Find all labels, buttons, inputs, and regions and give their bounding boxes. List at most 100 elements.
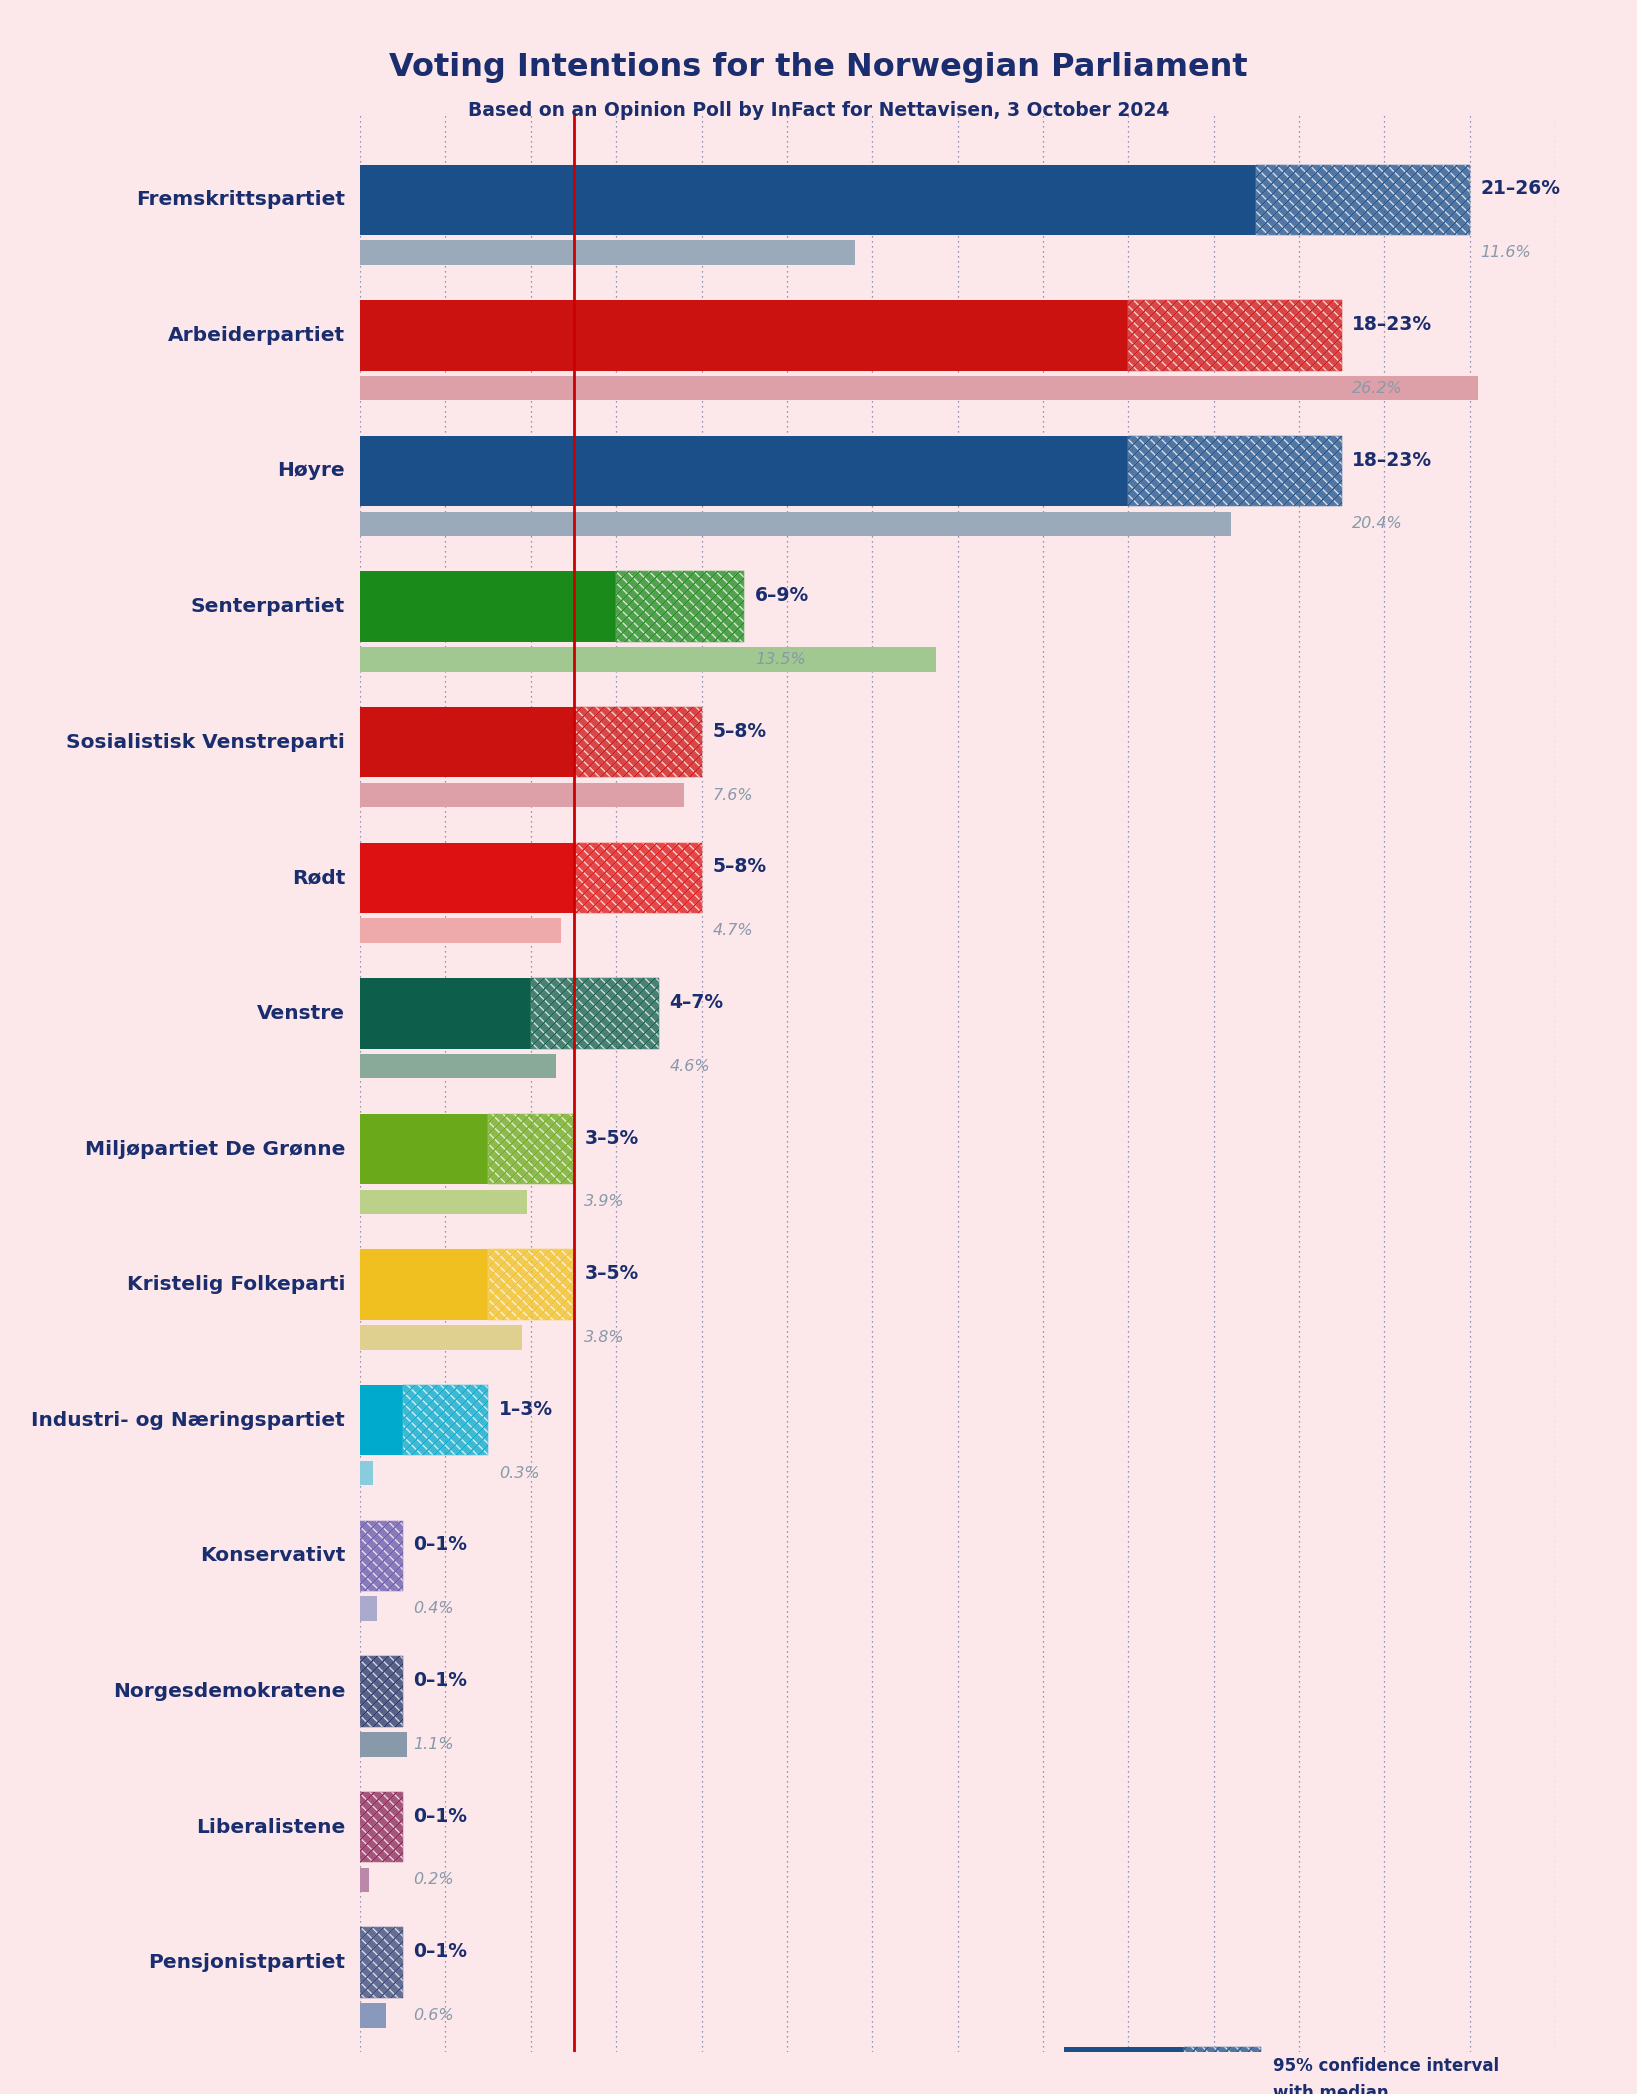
Bar xyxy=(360,919,561,942)
Bar xyxy=(360,572,616,643)
Text: 4.6%: 4.6% xyxy=(670,1060,710,1074)
Bar xyxy=(360,1656,403,1728)
Text: with median: with median xyxy=(1274,2084,1390,2094)
Bar xyxy=(360,1926,403,1998)
Text: 3.8%: 3.8% xyxy=(584,1330,625,1344)
Bar xyxy=(488,1250,573,1319)
Text: 6–9%: 6–9% xyxy=(755,586,809,605)
Text: Based on an Opinion Poll by InFact for Nettavisen, 3 October 2024: Based on an Opinion Poll by InFact for N… xyxy=(468,101,1169,119)
Bar xyxy=(573,708,702,777)
Bar xyxy=(360,1462,373,1485)
Bar xyxy=(616,572,745,643)
Text: 18–23%: 18–23% xyxy=(1352,314,1432,335)
Text: 0.6%: 0.6% xyxy=(414,2008,453,2023)
Text: 11.6%: 11.6% xyxy=(1480,245,1531,260)
Text: Konservativt: Konservativt xyxy=(200,1545,345,1566)
Bar xyxy=(360,1792,403,1862)
Bar xyxy=(1257,165,1470,235)
Bar xyxy=(360,1656,403,1728)
Bar xyxy=(573,708,702,777)
Bar xyxy=(360,1053,557,1078)
Bar xyxy=(403,1384,488,1455)
Text: 3–5%: 3–5% xyxy=(584,1129,638,1148)
Bar xyxy=(1064,2046,1184,2094)
Text: 0–1%: 0–1% xyxy=(414,1671,468,1690)
Text: 3–5%: 3–5% xyxy=(584,1265,638,1284)
Text: Norgesdemokratene: Norgesdemokratene xyxy=(113,1681,345,1700)
Text: 26.2%: 26.2% xyxy=(1352,381,1403,396)
Bar xyxy=(360,1520,403,1591)
Bar xyxy=(360,647,936,672)
Bar xyxy=(1128,436,1342,507)
Text: Sosialistisk Venstreparti: Sosialistisk Venstreparti xyxy=(67,733,345,752)
Text: 0–1%: 0–1% xyxy=(414,1535,468,1554)
Bar xyxy=(1184,2046,1260,2094)
Bar xyxy=(360,1732,408,1757)
Bar xyxy=(1128,299,1342,371)
Text: 21–26%: 21–26% xyxy=(1480,180,1560,199)
Bar xyxy=(403,1384,488,1455)
Text: 4.7%: 4.7% xyxy=(712,923,753,938)
Text: 1–3%: 1–3% xyxy=(499,1401,553,1420)
Bar xyxy=(360,1114,488,1185)
Bar xyxy=(360,1596,377,1621)
Text: Fremskrittspartiet: Fremskrittspartiet xyxy=(136,191,345,209)
Bar xyxy=(360,436,1128,507)
Text: Miljøpartiet De Grønne: Miljøpartiet De Grønne xyxy=(85,1139,345,1158)
Bar xyxy=(1128,436,1342,507)
Bar xyxy=(360,377,1478,400)
Bar xyxy=(360,842,573,913)
Bar xyxy=(530,978,658,1049)
Bar xyxy=(530,978,658,1049)
Bar xyxy=(360,299,1128,371)
Bar xyxy=(360,2004,386,2027)
Text: Liberalistene: Liberalistene xyxy=(196,1818,345,1836)
Bar xyxy=(573,842,702,913)
Bar xyxy=(360,241,855,264)
Text: 0.3%: 0.3% xyxy=(499,1466,540,1480)
Bar xyxy=(488,1114,573,1185)
Bar xyxy=(360,1926,403,1998)
Text: 0.4%: 0.4% xyxy=(414,1602,453,1617)
Bar xyxy=(1257,165,1470,235)
Text: Venstre: Venstre xyxy=(257,1003,345,1022)
Bar xyxy=(360,1250,488,1319)
Text: 0–1%: 0–1% xyxy=(414,1943,468,1962)
Text: Arbeiderpartiet: Arbeiderpartiet xyxy=(169,327,345,346)
Text: Voting Intentions for the Norwegian Parliament: Voting Intentions for the Norwegian Parl… xyxy=(390,52,1247,84)
Text: 95% confidence interval: 95% confidence interval xyxy=(1274,2056,1499,2075)
Text: Pensjonistpartiet: Pensjonistpartiet xyxy=(149,1954,345,1973)
Text: 0–1%: 0–1% xyxy=(414,1807,468,1826)
Text: Industri- og Næringspartiet: Industri- og Næringspartiet xyxy=(31,1411,345,1430)
Bar xyxy=(360,1520,403,1591)
Text: 3.9%: 3.9% xyxy=(584,1194,625,1210)
Bar xyxy=(360,708,573,777)
Text: Kristelig Folkeparti: Kristelig Folkeparti xyxy=(126,1275,345,1294)
Text: 5–8%: 5–8% xyxy=(712,856,766,877)
Text: 5–8%: 5–8% xyxy=(712,722,766,741)
Bar xyxy=(360,1868,368,1893)
Bar xyxy=(573,842,702,913)
Bar xyxy=(1184,2046,1260,2094)
Bar xyxy=(360,511,1231,536)
Bar xyxy=(488,1114,573,1185)
Bar xyxy=(360,165,1257,235)
Text: 7.6%: 7.6% xyxy=(712,787,753,802)
Text: 0.2%: 0.2% xyxy=(414,1872,453,1887)
Bar xyxy=(360,1792,403,1862)
Text: 1.1%: 1.1% xyxy=(414,1736,453,1753)
Bar xyxy=(360,978,530,1049)
Bar xyxy=(616,572,745,643)
Bar xyxy=(1128,299,1342,371)
Text: Høyre: Høyre xyxy=(278,461,345,480)
Text: Senterpartiet: Senterpartiet xyxy=(192,597,345,616)
Bar xyxy=(360,1326,522,1351)
Text: 20.4%: 20.4% xyxy=(1352,517,1403,532)
Bar xyxy=(360,1384,403,1455)
Text: 4–7%: 4–7% xyxy=(670,993,724,1011)
Bar xyxy=(360,783,684,808)
Text: 18–23%: 18–23% xyxy=(1352,450,1432,469)
Bar xyxy=(488,1250,573,1319)
Text: 13.5%: 13.5% xyxy=(755,651,805,668)
Text: Rødt: Rødt xyxy=(291,869,345,888)
